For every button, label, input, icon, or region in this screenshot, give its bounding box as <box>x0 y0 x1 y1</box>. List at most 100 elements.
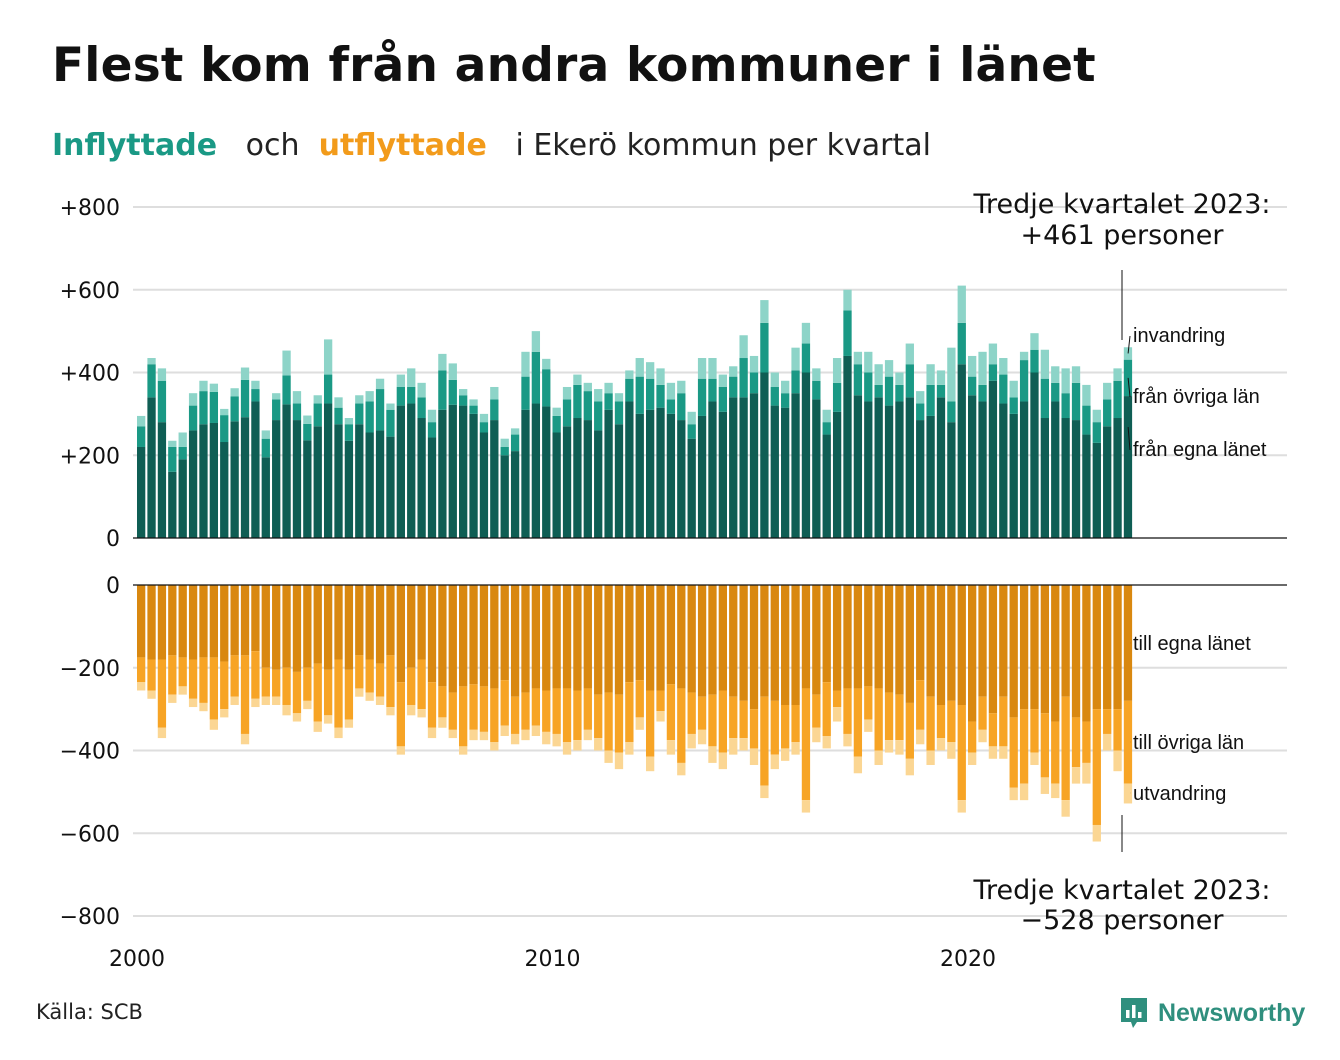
bar-in-other <box>708 378 717 402</box>
bar-out-own <box>375 585 385 664</box>
y-tick-label-bottom: −400 <box>60 740 120 765</box>
bar-in-own <box>542 406 551 538</box>
bar-out-abroad <box>1009 787 1018 801</box>
bar-in-own <box>531 403 541 538</box>
bar-in-other <box>988 364 998 381</box>
legend-pointer-top <box>1127 377 1131 398</box>
bar-out-abroad <box>147 690 156 699</box>
bar-in-abroad <box>417 382 426 398</box>
bar-out-abroad <box>272 696 281 705</box>
bar-in-other <box>760 322 769 373</box>
bar-out-other <box>853 688 863 757</box>
bar-out-abroad <box>1113 750 1122 772</box>
bar-out-other <box>843 688 852 734</box>
bar-out-own <box>770 585 779 701</box>
y-tick-label-bottom: −800 <box>60 905 120 930</box>
bar-in-abroad <box>770 372 779 387</box>
bar-out-other <box>542 690 551 732</box>
bar-out-own <box>355 585 364 656</box>
bar-out-abroad <box>645 756 655 772</box>
bar-in-own <box>521 409 530 538</box>
bar-in-abroad <box>656 368 665 385</box>
bar-in-other <box>916 403 925 421</box>
bar-out-own <box>843 585 852 689</box>
bar-out-other <box>355 655 364 689</box>
bar-in-other <box>957 322 966 365</box>
bar-out-other <box>490 688 499 743</box>
bar-out-own <box>853 585 863 689</box>
bar-in-abroad <box>510 428 520 435</box>
bar-in-own <box>770 405 779 538</box>
bar-in-own <box>365 432 374 538</box>
bar-in-abroad <box>905 343 914 365</box>
bar-in-own <box>188 430 198 538</box>
bar-in-own <box>708 401 717 538</box>
bar-out-other <box>500 680 509 726</box>
bar-in-other <box>895 384 904 402</box>
bar-in-own <box>926 415 935 538</box>
bar-out-abroad <box>251 698 260 708</box>
bar-out-other <box>521 692 530 730</box>
bar-in-abroad <box>936 370 946 385</box>
bar-in-other <box>1092 422 1101 443</box>
bar-out-own <box>781 585 790 705</box>
bar-in-abroad <box>999 358 1008 375</box>
y-tick-label-top: +800 <box>60 196 120 221</box>
bar-in-other <box>500 446 509 456</box>
bar-out-abroad <box>500 725 509 737</box>
bar-in-other <box>355 403 364 425</box>
bar-out-abroad <box>199 702 208 712</box>
bar-out-abroad <box>1082 762 1091 784</box>
bar-out-other <box>157 659 167 728</box>
bar-in-own <box>677 420 686 538</box>
bar-in-other <box>1030 349 1039 373</box>
bar-out-other <box>531 688 541 726</box>
bar-out-own <box>739 585 748 701</box>
bar-in-other <box>1019 360 1029 402</box>
bar-out-abroad <box>427 727 437 739</box>
bar-in-own <box>375 430 385 538</box>
bar-in-other <box>594 401 603 431</box>
bar-out-abroad <box>708 746 717 763</box>
bar-out-other <box>916 680 925 730</box>
bar-out-own <box>999 585 1008 697</box>
bar-out-other <box>594 694 603 739</box>
bar-in-other <box>947 401 956 423</box>
subtitle-och: och <box>245 128 300 163</box>
bar-out-own <box>1082 585 1091 722</box>
bar-in-own <box>718 411 727 538</box>
bar-in-abroad <box>375 378 385 390</box>
bar-out-other <box>147 659 156 691</box>
bar-in-own <box>386 436 395 538</box>
bar-out-own <box>1051 585 1060 722</box>
bar-in-other <box>1103 399 1112 427</box>
bar-in-own <box>729 397 738 538</box>
bar-in-own <box>1082 434 1091 538</box>
bar-out-abroad <box>988 746 998 759</box>
bar-out-abroad <box>1040 777 1050 794</box>
bar-out-other <box>178 657 187 687</box>
bar-in-abroad <box>1040 349 1050 379</box>
subtitle-rest: i Ekerö kommun per kvartal <box>515 128 932 163</box>
bar-in-other <box>479 422 489 433</box>
bar-in-other <box>614 401 624 425</box>
bar-out-abroad <box>365 692 374 701</box>
bar-out-own <box>749 585 759 710</box>
bar-out-own <box>147 585 156 660</box>
chart-subtitle: Inflyttade och utflyttade i Ekerö kommun… <box>52 128 931 163</box>
bar-out-own <box>760 585 769 697</box>
bar-out-own <box>188 585 198 660</box>
bar-in-other <box>635 376 644 414</box>
bar-in-own <box>905 397 914 538</box>
bar-out-other <box>812 694 821 728</box>
bar-in-abroad <box>178 432 187 447</box>
bar-in-own <box>344 440 354 538</box>
brand-name: Newsworthy <box>1158 998 1306 1027</box>
bar-out-abroad <box>822 736 831 749</box>
bar-out-abroad <box>1123 783 1133 804</box>
bar-in-own <box>947 422 956 538</box>
bar-out-own <box>479 585 489 687</box>
bar-in-abroad <box>645 362 655 379</box>
bar-in-abroad <box>552 407 561 416</box>
bar-out-own <box>230 585 239 656</box>
